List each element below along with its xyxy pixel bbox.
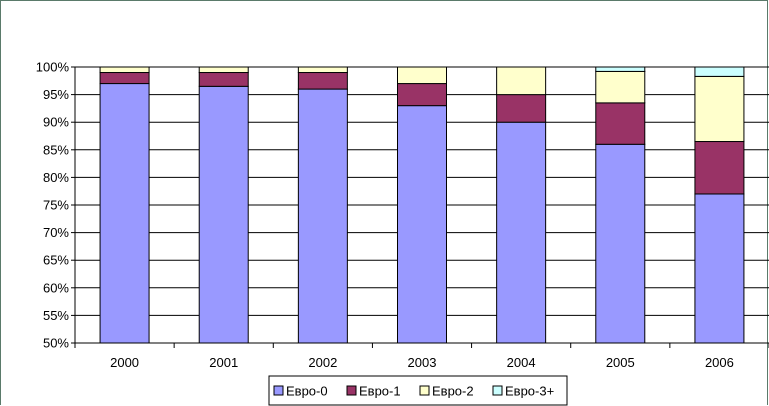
x-tick-label: 2002	[308, 355, 337, 370]
bar-segment	[595, 143, 646, 344]
bar-segment	[595, 66, 646, 72]
legend-swatch	[346, 385, 357, 396]
y-tick-label: 65%	[43, 253, 69, 268]
bar-segment	[397, 66, 447, 85]
y-tick-label: 75%	[43, 198, 69, 213]
bar-segment	[397, 83, 447, 107]
x-tick-label: 2001	[209, 355, 238, 370]
legend-label: Евро-0	[286, 384, 328, 399]
bar-segment	[496, 94, 547, 123]
bar-segment	[496, 66, 547, 96]
bar-segment	[297, 72, 348, 90]
bar-segment	[595, 70, 646, 104]
x-tick-label: 2004	[507, 355, 536, 370]
x-tick-label: 2005	[606, 355, 635, 370]
bar-segment	[198, 72, 249, 87]
y-tick-label: 70%	[43, 225, 69, 240]
y-tick-label: 95%	[43, 87, 69, 102]
legend: Евро-0 Евро-1 Евро-2 Евро-3+	[268, 375, 568, 406]
bar-segment	[99, 72, 150, 85]
legend-label: Евро-3+	[505, 384, 554, 399]
legend-swatch	[419, 385, 430, 396]
bar-segment	[694, 141, 745, 195]
bar-segment	[99, 83, 150, 344]
bar-segment	[198, 85, 249, 344]
y-tick-label: 100%	[36, 60, 70, 75]
axes: 50% 55% 60% 65% 70% 75% 80% 85% 90% 95% 100% 2000 20…	[36, 60, 769, 370]
bar-segment	[297, 88, 348, 344]
bar-segment	[397, 105, 447, 344]
legend-swatch	[492, 385, 503, 396]
legend-swatch	[273, 385, 284, 396]
bar-segment	[694, 193, 745, 344]
bar-segment	[694, 75, 745, 143]
x-tick-label: 2000	[110, 355, 139, 370]
legend-label: Евро-2	[432, 384, 474, 399]
bar-segment	[297, 66, 348, 74]
legend-label: Евро-1	[359, 384, 401, 399]
x-tick-label: 2003	[408, 355, 437, 370]
y-tick-label: 90%	[43, 115, 69, 130]
y-tick-label: 55%	[43, 308, 69, 323]
bars	[99, 66, 745, 344]
y-tick-label: 60%	[43, 280, 69, 295]
bar-segment	[99, 66, 150, 74]
bar-segment	[496, 121, 547, 344]
bar-segment	[694, 66, 745, 77]
y-tick-label: 80%	[43, 170, 69, 185]
y-tick-label: 50%	[43, 336, 69, 351]
bar-segment	[198, 66, 249, 74]
bar-segment	[595, 102, 646, 145]
x-tick-label: 2006	[705, 355, 734, 370]
y-tick-label: 85%	[43, 142, 69, 157]
legend-box	[268, 375, 568, 406]
